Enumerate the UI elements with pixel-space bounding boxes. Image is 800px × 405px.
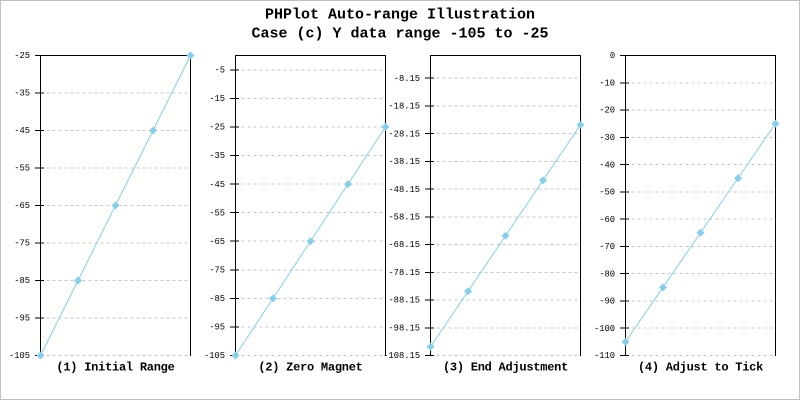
svg-text:-78.15: -78.15 — [388, 268, 420, 278]
svg-text:(3) End Adjustment: (3) End Adjustment — [443, 360, 568, 374]
svg-text:-70: -70 — [599, 242, 615, 252]
svg-text:-105: -105 — [9, 351, 30, 361]
svg-text:(4) Adjust to Tick: (4) Adjust to Tick — [638, 360, 763, 374]
svg-text:-30: -30 — [599, 133, 615, 143]
svg-text:-68.15: -68.15 — [388, 240, 420, 250]
svg-text:-58.15: -58.15 — [388, 213, 420, 223]
svg-text:-18.15: -18.15 — [388, 102, 420, 112]
svg-text:-28.15: -28.15 — [388, 129, 420, 139]
svg-text:-25: -25 — [14, 51, 30, 61]
svg-text:-48.15: -48.15 — [388, 185, 420, 195]
svg-text:-90: -90 — [599, 297, 615, 307]
svg-text:-45: -45 — [209, 180, 225, 190]
svg-text:-50: -50 — [599, 188, 615, 198]
svg-text:-100: -100 — [594, 324, 615, 334]
svg-text:-75: -75 — [14, 239, 30, 249]
svg-text:-38.15: -38.15 — [388, 157, 420, 167]
svg-text:-95: -95 — [209, 323, 225, 333]
svg-text:-80: -80 — [599, 269, 615, 279]
svg-text:PHPlot Auto-range Illustration: PHPlot Auto-range Illustration — [265, 6, 535, 23]
svg-text:(2) Zero Magnet: (2) Zero Magnet — [258, 360, 362, 374]
svg-text:-15: -15 — [209, 94, 225, 104]
svg-text:-25: -25 — [209, 123, 225, 133]
svg-text:-10: -10 — [599, 78, 615, 88]
svg-text:-35: -35 — [209, 151, 225, 161]
svg-text:-88.15: -88.15 — [388, 296, 420, 306]
svg-text:-55: -55 — [14, 164, 30, 174]
svg-text:-55: -55 — [209, 208, 225, 218]
svg-text:-60: -60 — [599, 215, 615, 225]
svg-text:-95: -95 — [14, 314, 30, 324]
svg-text:-5: -5 — [215, 65, 226, 75]
svg-text:-8.15: -8.15 — [394, 74, 420, 84]
svg-text:-108.15: -108.15 — [383, 351, 420, 361]
svg-text:0: 0 — [610, 51, 615, 61]
svg-text:-20: -20 — [599, 106, 615, 116]
svg-text:-110: -110 — [594, 351, 615, 361]
svg-text:-75: -75 — [209, 265, 225, 275]
svg-text:-35: -35 — [14, 89, 30, 99]
svg-text:-65: -65 — [14, 201, 30, 211]
svg-text:-45: -45 — [14, 126, 30, 136]
svg-text:-65: -65 — [209, 237, 225, 247]
svg-text:-40: -40 — [599, 160, 615, 170]
svg-text:Case (c) Y data range -105 to: Case (c) Y data range -105 to -25 — [251, 25, 548, 42]
svg-text:-98.15: -98.15 — [388, 323, 420, 333]
svg-text:-105: -105 — [204, 351, 225, 361]
svg-text:-85: -85 — [14, 276, 30, 286]
svg-text:(1) Initial Range: (1) Initial Range — [56, 360, 174, 374]
svg-text:-85: -85 — [209, 294, 225, 304]
